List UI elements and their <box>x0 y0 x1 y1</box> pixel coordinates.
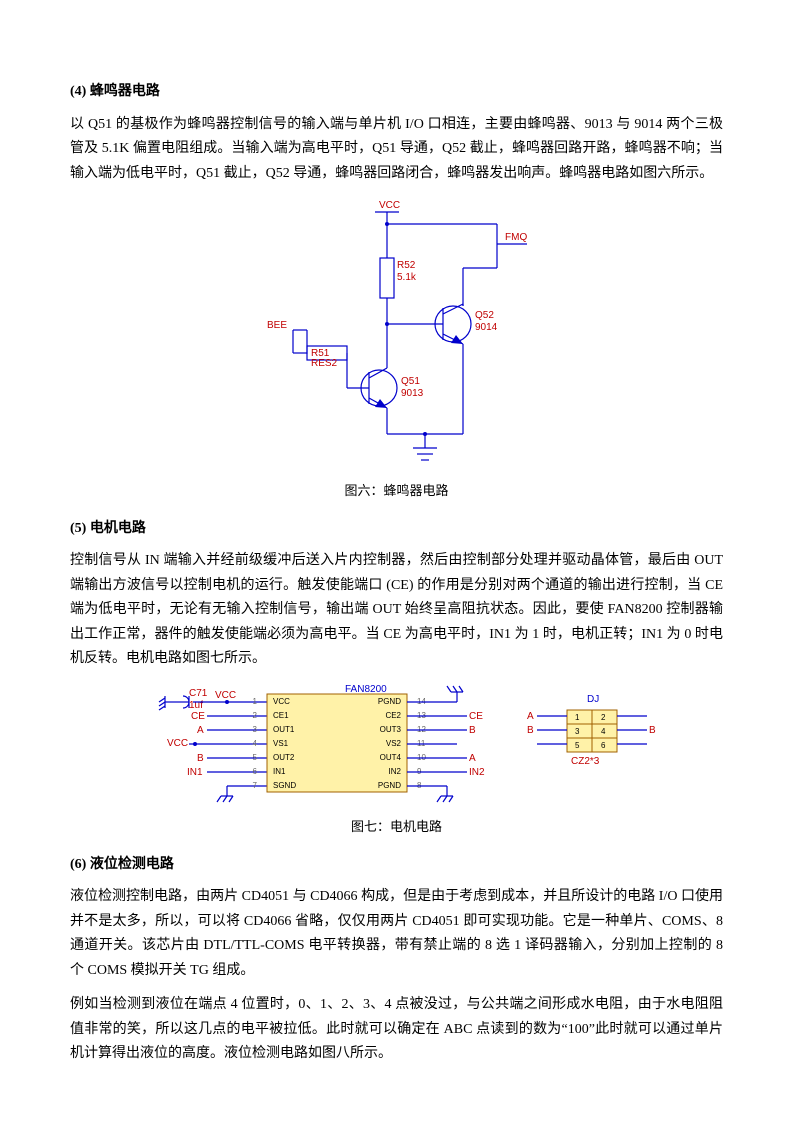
q51-val: 9013 <box>401 388 424 399</box>
pin-num-l5: 6 <box>252 767 257 776</box>
djp6: 6 <box>601 741 606 750</box>
motor-circuit-diagram: C71 1uf VCC CE A VCC B IN1 FAN8200 1 VCC… <box>117 682 677 812</box>
pin-l0: VCC <box>273 697 290 706</box>
figure-6-caption: 图六：蜂鸣器电路 <box>70 480 723 503</box>
djp4: 4 <box>601 727 606 736</box>
a-net-l: A <box>197 725 204 736</box>
fmq-label: FMQ <box>505 232 527 243</box>
pin-l6: SGND <box>273 781 296 790</box>
djp1: 1 <box>575 713 580 722</box>
section-6-paragraph-1: 液位检测控制电路，由两片 CD4051 与 CD4066 构成，但是由于考虑到成… <box>70 885 723 983</box>
b-net-l: B <box>197 753 204 764</box>
section-6-paragraph-2: 例如当检测到液位在端点 4 位置时，0、1、2、3、4 点被没过，与公共端之间形… <box>70 993 723 1067</box>
pin-r3: VS2 <box>385 739 401 748</box>
pin-num-l1: 2 <box>252 711 257 720</box>
pin-l4: OUT2 <box>273 753 295 762</box>
pin-r4: OUT4 <box>379 753 401 762</box>
pin-r2: OUT3 <box>379 725 401 734</box>
section-6-heading: (6) 液位检测电路 <box>70 853 723 878</box>
figure-7-caption: 图七：电机电路 <box>70 816 723 839</box>
q52-val: 9014 <box>475 322 498 333</box>
vcc-net2: VCC <box>167 738 188 749</box>
dj-ref: CZ2*3 <box>571 756 600 767</box>
pin-r5: IN2 <box>388 767 401 776</box>
pin-num-l3: 4 <box>252 739 257 748</box>
dj-b-r: B <box>649 725 656 736</box>
section-5-paragraph: 控制信号从 IN 端输入并经前级缓冲后送入片内控制器，然后由控制部分处理并驱动晶… <box>70 549 723 672</box>
section-4-heading: (4) 蜂鸣器电路 <box>70 80 723 105</box>
r52-val: 5.1k <box>397 272 417 283</box>
djp3: 3 <box>575 727 580 736</box>
vcc-label: VCC <box>379 200 400 211</box>
pin-num-l4: 5 <box>252 753 257 762</box>
dj-b-l: B <box>527 725 534 736</box>
pin-l3: VS1 <box>273 739 289 748</box>
section-4-paragraph: 以 Q51 的基极作为蜂鸣器控制信号的输入端与单片机 I/O 口相连，主要由蜂鸣… <box>70 113 723 187</box>
a-net-r: A <box>469 753 476 764</box>
buzzer-circuit-diagram: VCC FMQ R52 5.1k Q52 9014 BEE R51 RES2 Q… <box>247 196 547 476</box>
q52-ref: Q52 <box>475 310 494 321</box>
dj-title: DJ <box>587 694 599 705</box>
djp2: 2 <box>601 713 606 722</box>
ce-net-r: CE <box>469 711 483 722</box>
pin-r6: PGND <box>377 781 400 790</box>
pin-l1: CE1 <box>273 711 289 720</box>
pin-num-l0: 1 <box>252 697 257 706</box>
chip-name: FAN8200 <box>345 684 387 695</box>
in2-net: IN2 <box>469 767 485 778</box>
vcc-net: VCC <box>215 690 236 701</box>
r51-val: RES2 <box>311 358 338 369</box>
q51-ref: Q51 <box>401 376 420 387</box>
djp5: 5 <box>575 741 580 750</box>
pin-num-l2: 3 <box>252 725 257 734</box>
ce-net-l: CE <box>191 711 205 722</box>
r52-ref: R52 <box>397 260 416 271</box>
pin-l2: OUT1 <box>273 725 295 734</box>
pin-r0: PGND <box>377 697 400 706</box>
in1-net: IN1 <box>187 767 203 778</box>
pin-l5: IN1 <box>273 767 286 776</box>
bee-label: BEE <box>267 320 287 331</box>
c71-ref: C71 <box>189 688 208 699</box>
b-net-r: B <box>469 725 476 736</box>
section-5-heading: (5) 电机电路 <box>70 517 723 542</box>
dj-a-l: A <box>527 711 534 722</box>
pin-num-l6: 7 <box>252 781 257 790</box>
pin-r1: CE2 <box>385 711 401 720</box>
